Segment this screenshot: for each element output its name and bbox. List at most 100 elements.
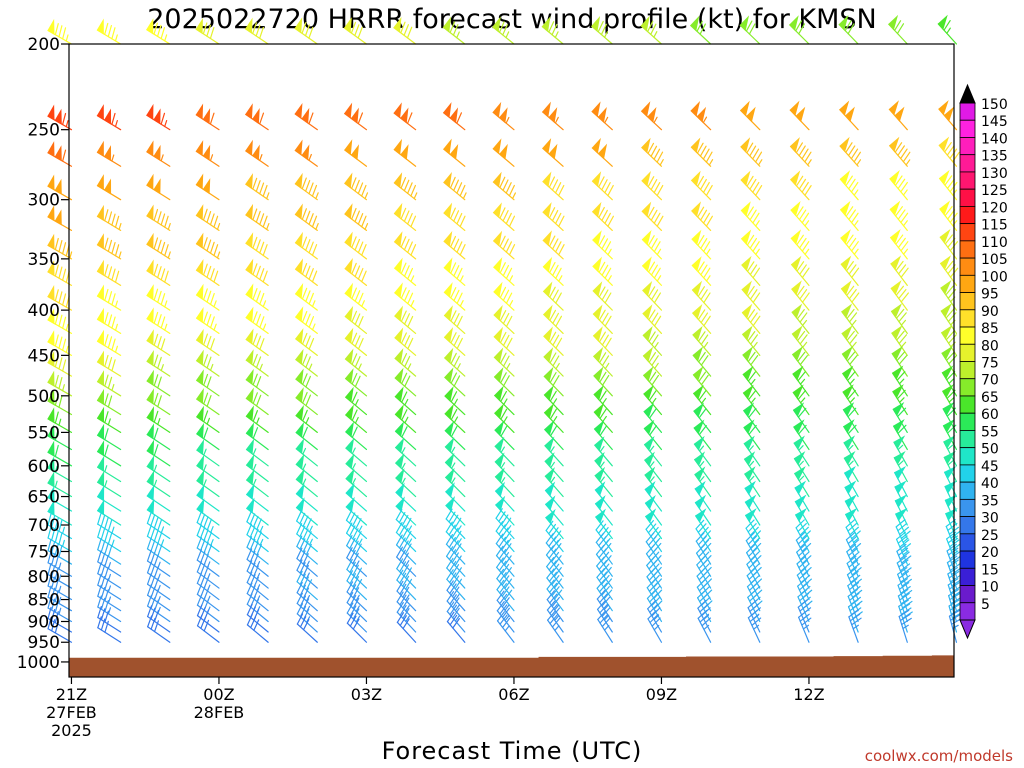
- barb-full: [604, 315, 612, 327]
- barb-full: [302, 598, 310, 610]
- barb-full: [795, 175, 804, 187]
- barb-full: [796, 234, 804, 246]
- barb-pennant: [393, 172, 403, 189]
- barb-pennant: [245, 306, 254, 323]
- barb-full: [700, 238, 708, 249]
- barb-pennant: [47, 499, 55, 516]
- wind-barb: [542, 138, 564, 167]
- barb-pennant: [344, 231, 353, 248]
- wind-barb: [146, 439, 171, 467]
- barb-full: [448, 560, 457, 572]
- wind-barb: [394, 348, 417, 377]
- barb-half: [654, 362, 659, 370]
- barb-full: [153, 263, 159, 276]
- colorbar-label: 120: [981, 200, 1008, 216]
- barb-full: [947, 535, 958, 544]
- barb-full: [553, 566, 562, 578]
- barb-full: [255, 356, 262, 369]
- barb-full: [546, 568, 555, 579]
- wind-barb: [889, 170, 908, 201]
- barb-pennant: [245, 139, 253, 156]
- barb-pennant: [444, 437, 455, 453]
- barb-half: [851, 319, 857, 326]
- barb-half: [558, 275, 563, 282]
- barb-full: [801, 555, 812, 565]
- barb-full: [845, 175, 853, 187]
- barb-full: [645, 519, 654, 530]
- barb-half: [699, 476, 705, 482]
- wind-barb: [790, 200, 810, 232]
- barb-full: [51, 598, 56, 611]
- barb-full: [209, 213, 215, 226]
- barb-full: [114, 244, 120, 257]
- wind-barb: [196, 511, 220, 540]
- barb-pennant: [394, 367, 404, 384]
- barb-full: [301, 353, 308, 366]
- barb-full: [898, 570, 909, 579]
- barb-full: [558, 184, 565, 197]
- colorbar-label: 150: [981, 97, 1008, 113]
- barb-pennant: [245, 283, 254, 300]
- barb-pennant: [941, 345, 953, 361]
- barb-full: [498, 511, 506, 523]
- barb-half: [65, 345, 69, 353]
- wind-barb: [97, 562, 122, 589]
- barb-pennant: [96, 284, 104, 301]
- barb-full: [451, 514, 459, 526]
- barb-full: [553, 543, 562, 554]
- wind-barb: [245, 422, 269, 451]
- barb-full: [449, 176, 456, 189]
- barb-pennant: [96, 233, 104, 250]
- barb-full: [396, 612, 405, 623]
- wind-barb: [96, 284, 122, 311]
- barb-full: [203, 529, 209, 542]
- barb-half: [118, 222, 122, 231]
- barb-full: [404, 313, 411, 325]
- barb-full: [157, 519, 163, 531]
- wind-barb: [690, 170, 713, 201]
- barb-half: [554, 625, 560, 632]
- barb-full: [400, 353, 408, 365]
- wind-barb: [346, 547, 368, 577]
- barb-full: [160, 27, 166, 40]
- barb-pennant: [894, 480, 907, 495]
- barb-pennant: [693, 435, 705, 451]
- y-tick-label: 750: [28, 542, 60, 562]
- barb-half: [952, 189, 958, 196]
- wind-barb: [496, 590, 515, 623]
- barb-half: [104, 465, 108, 473]
- barb-half: [206, 417, 211, 425]
- wind-barb: [493, 367, 515, 397]
- barb-pennant: [591, 101, 601, 118]
- barb-full: [601, 355, 610, 367]
- barb-pennant: [795, 106, 806, 123]
- barb-full: [206, 335, 212, 348]
- wind-barb: [496, 568, 515, 601]
- wind-barb: [546, 568, 564, 601]
- barb-full: [206, 394, 212, 407]
- wind-barb: [646, 589, 663, 623]
- barb-pennant: [195, 283, 204, 300]
- barb-full: [851, 578, 862, 587]
- barb-full: [746, 578, 757, 588]
- barb-full: [895, 206, 903, 217]
- barb-full: [196, 548, 203, 561]
- wind-barb: [692, 346, 712, 377]
- wind-barb: [395, 509, 417, 540]
- colorbar-label: 100: [981, 269, 1008, 285]
- barb-full: [599, 425, 608, 436]
- barb-half: [266, 192, 270, 200]
- barb-pennant: [146, 369, 154, 386]
- barb-full: [850, 585, 861, 595]
- barb-full: [796, 555, 807, 565]
- barb-full: [501, 527, 509, 539]
- barb-full: [259, 182, 265, 195]
- barb-full: [351, 372, 358, 385]
- barb-full: [896, 389, 906, 400]
- barb-full: [600, 23, 607, 36]
- wind-barb: [396, 546, 417, 577]
- barb-full: [255, 376, 262, 388]
- wind-barb: [294, 306, 318, 335]
- barb-full: [54, 517, 59, 530]
- barb-full: [502, 210, 509, 222]
